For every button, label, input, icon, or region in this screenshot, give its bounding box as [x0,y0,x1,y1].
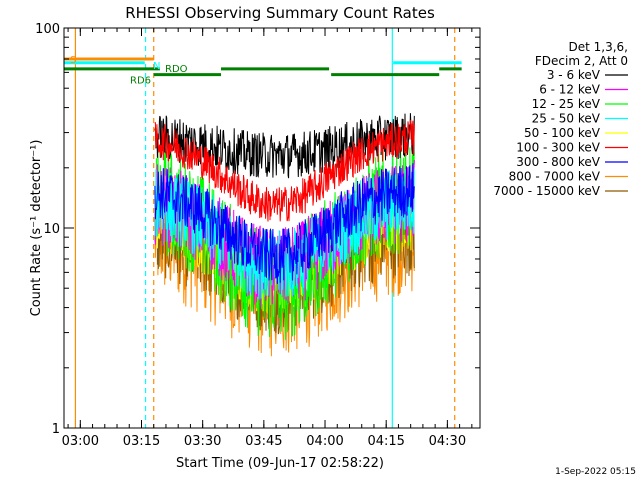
y-axis-title: Count Rate (s⁻¹ detector⁻¹) [29,140,44,317]
y-axis: 1 10 100 [35,22,480,437]
flag-label: RD6 [130,76,151,87]
state-flags: S N RDO RD6 [64,55,462,87]
legend-entry-label: 3 - 6 keV [547,68,601,82]
legend-entry-label: 50 - 100 keV [524,126,601,140]
vertical-markers [74,28,456,428]
legend-entry-label: 100 - 300 keV [516,141,600,155]
series-line [154,119,415,222]
x-tick-label: 04:00 [306,434,343,449]
y-tick-label: 100 [35,22,60,37]
legend-entry-label: 12 - 25 keV [532,97,601,111]
x-axis: 03:00 03:15 03:30 03:45 04:00 04:15 04:30 [62,28,473,449]
x-tick-label: 04:15 [367,434,404,449]
flag-label: RDO [165,64,188,75]
legend-header-line-2: FDecim 2, Att 0 [535,54,628,68]
legend-header-line-1: Det 1,3,6, [569,40,629,54]
y-tick-label: 10 [43,222,60,237]
x-tick-label: 03:45 [245,434,282,449]
y-tick-label: 1 [52,422,60,437]
legend-entry-label: 25 - 50 keV [532,112,601,126]
footer-timestamp: 1-Sep-2022 05:15 [555,467,636,477]
x-tick-label: 03:15 [123,434,160,449]
plot-frame [63,27,481,429]
series-line [154,163,415,285]
legend-entry-label: 6 - 12 keV [539,83,601,97]
x-tick-label: 03:00 [62,434,99,449]
chart-title: RHESSI Observing Summary Count Rates [125,4,435,22]
x-tick-label: 03:30 [184,434,221,449]
legend-entry-label: 7000 - 15000 keV [493,184,600,198]
x-tick-label: 04:30 [429,434,466,449]
series-layer [154,113,415,357]
x-axis-title: Start Time (09-Jun-17 02:58:22) [176,456,384,471]
legend-entry-label: 800 - 7000 keV [509,170,601,184]
legend-entry-label: 300 - 800 keV [516,155,600,169]
flag-label: S [70,55,76,66]
flag-label: N [153,61,160,72]
